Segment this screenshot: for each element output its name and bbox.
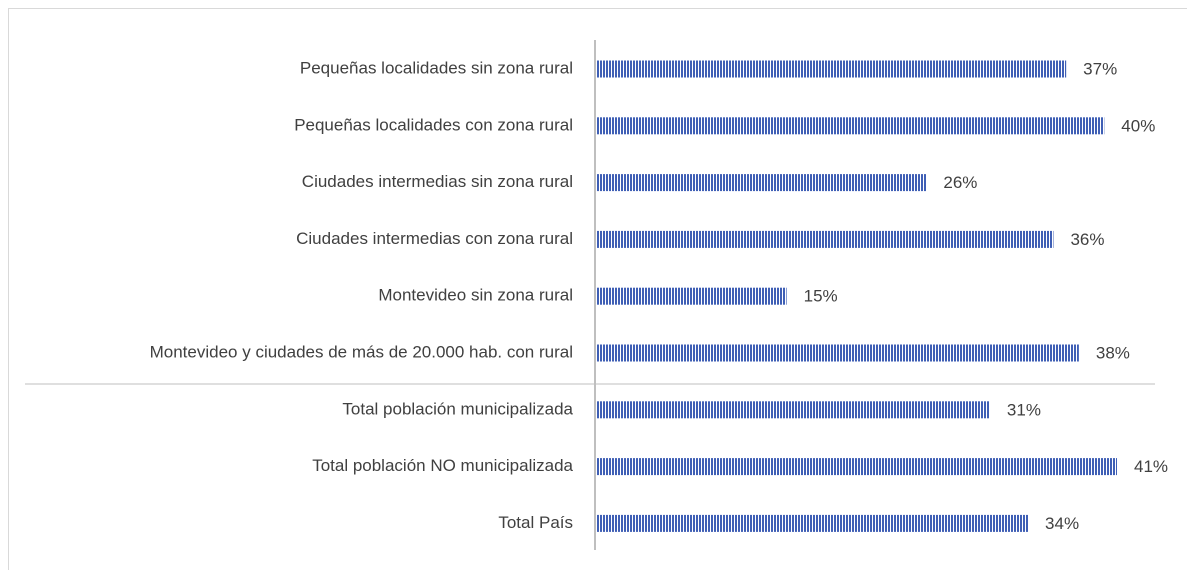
category-label: Pequeñas localidades sin zona rural <box>300 58 573 77</box>
bar <box>596 458 1117 476</box>
frame <box>8 8 1187 570</box>
bar <box>596 174 927 192</box>
bar <box>596 287 787 305</box>
category-label: Total País <box>498 513 573 532</box>
value-label: 15% <box>804 287 838 306</box>
bar <box>596 401 990 419</box>
bar <box>596 344 1079 362</box>
value-label: 26% <box>943 173 977 192</box>
bar <box>596 230 1054 248</box>
bar <box>596 117 1105 135</box>
category-label: Ciudades intermedias con zona rural <box>296 229 573 248</box>
value-label: 36% <box>1070 230 1104 249</box>
value-label: 38% <box>1096 343 1130 362</box>
category-label: Montevideo sin zona rural <box>378 286 573 305</box>
value-label: 31% <box>1007 400 1041 419</box>
value-label: 34% <box>1045 514 1079 533</box>
category-label: Montevideo y ciudades de más de 20.000 h… <box>150 342 573 361</box>
value-label: 40% <box>1121 116 1155 135</box>
value-label: 37% <box>1083 59 1117 78</box>
bar <box>596 514 1029 532</box>
bar <box>596 60 1067 78</box>
value-label: 41% <box>1134 457 1168 476</box>
category-label: Total población NO municipalizada <box>312 456 573 475</box>
category-label: Ciudades intermedias sin zona rural <box>302 172 573 191</box>
category-label: Total población municipalizada <box>342 399 573 418</box>
category-label: Pequeñas localidades con zona rural <box>294 115 573 134</box>
